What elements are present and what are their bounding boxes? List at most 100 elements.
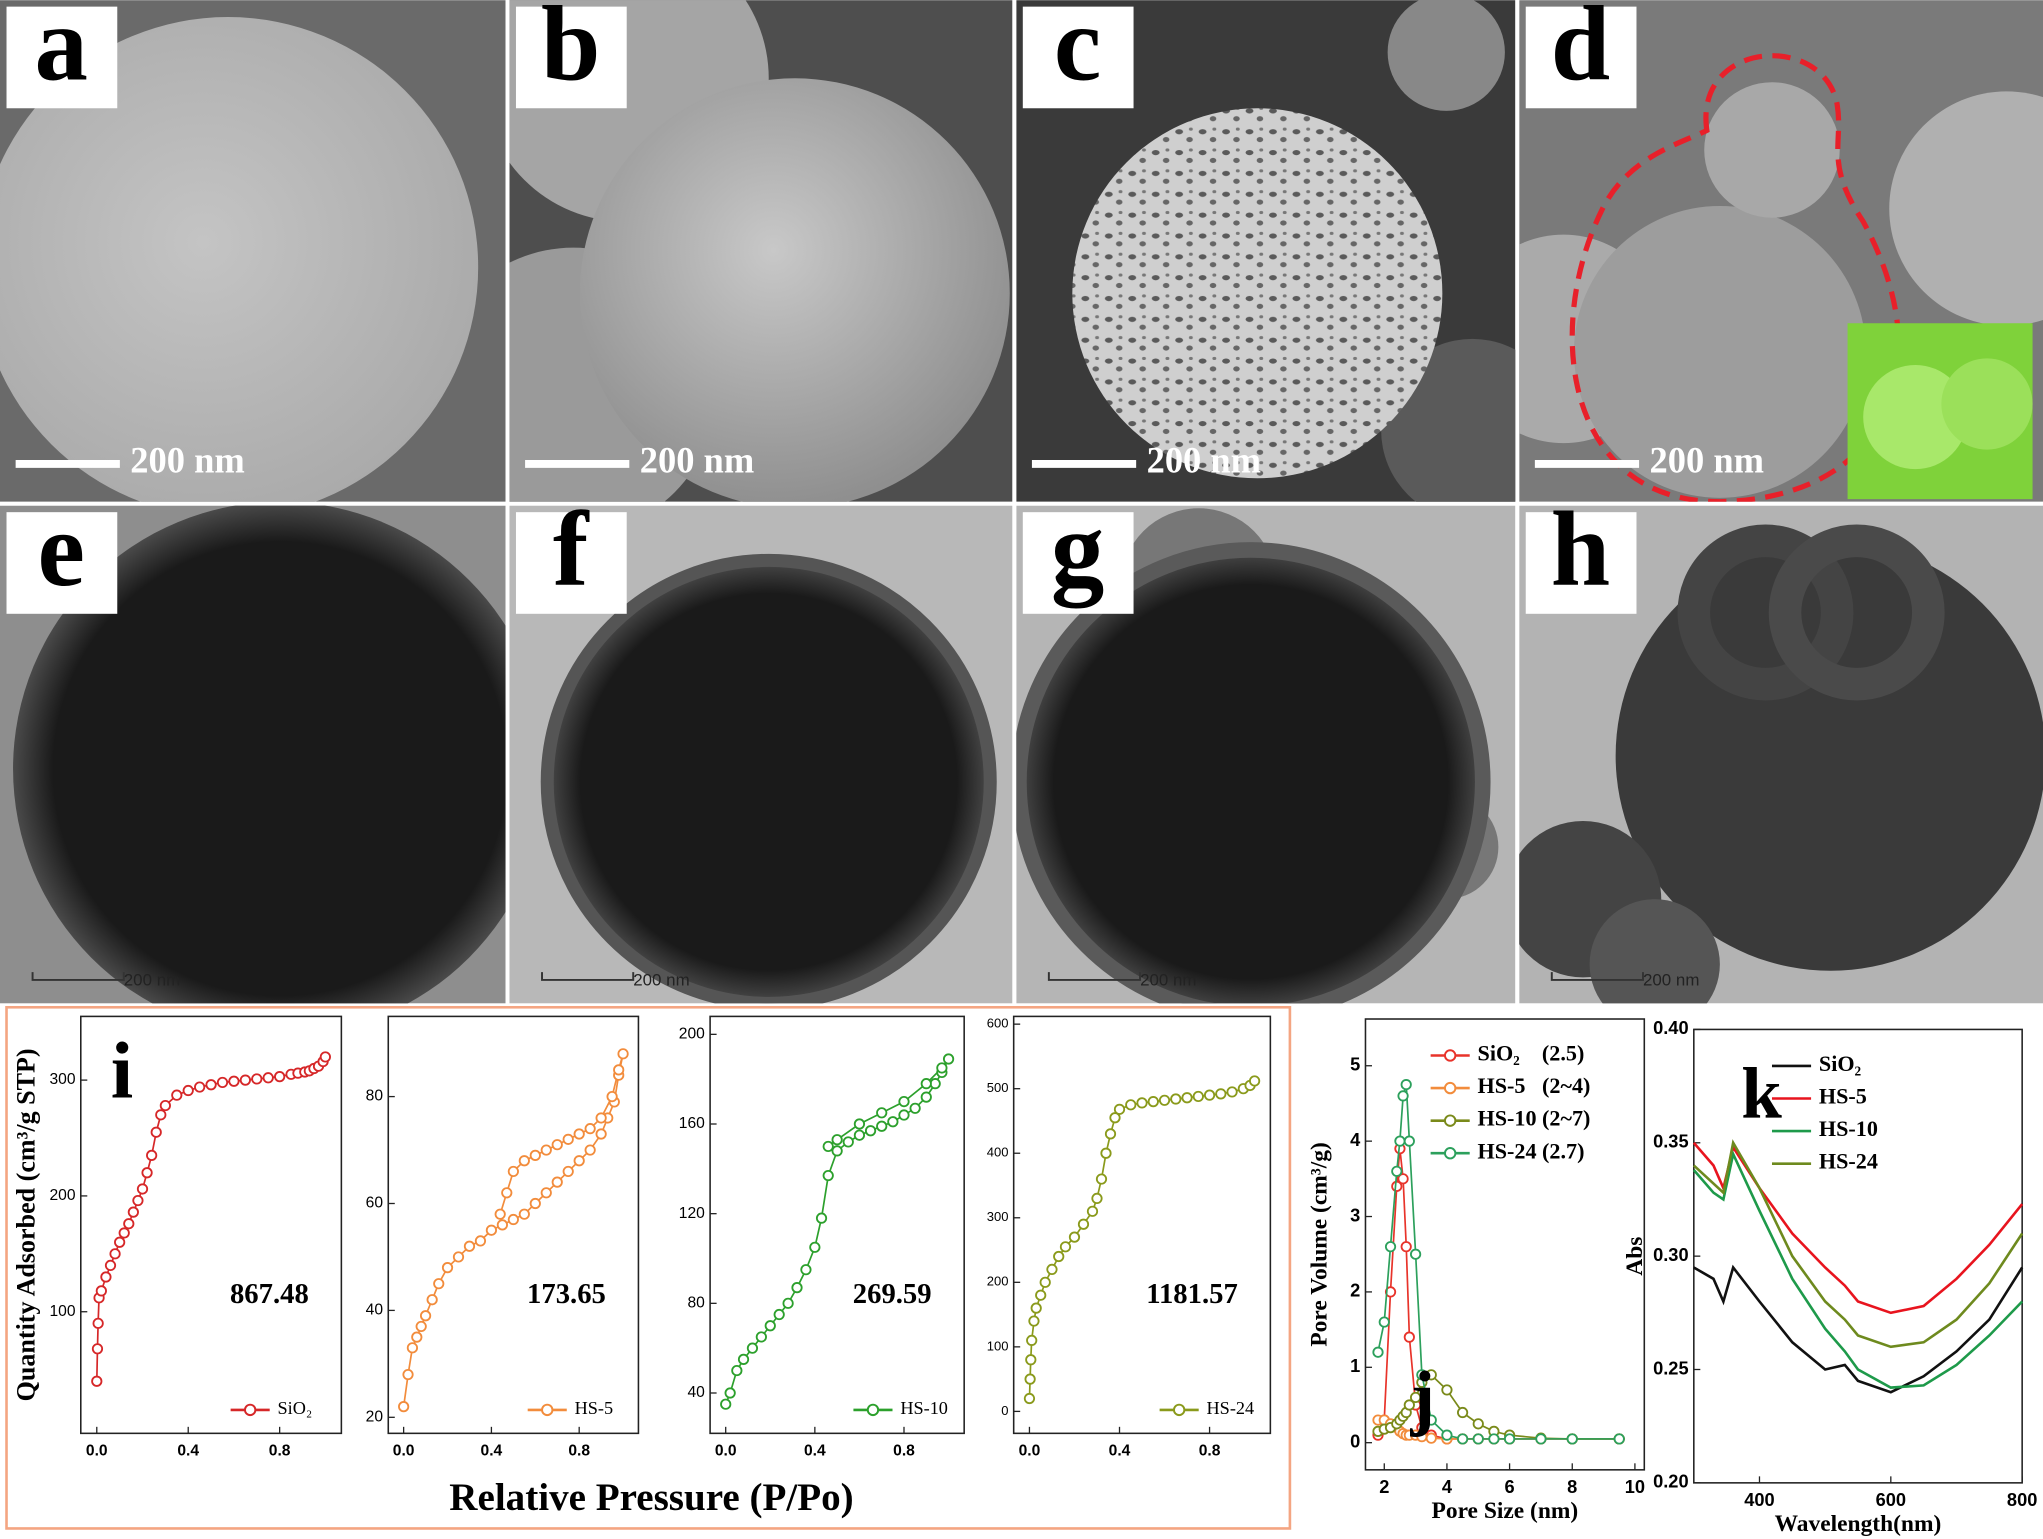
- data-point: [1488, 1433, 1500, 1445]
- legend-marker: [866, 1403, 880, 1417]
- data-point: [262, 1072, 274, 1084]
- data-point: [1104, 1128, 1117, 1140]
- legend-marker: [1443, 1114, 1457, 1127]
- x-tick-label: 0.8: [893, 1443, 915, 1460]
- series-line: [1693, 1264, 2024, 1394]
- y-tick-label: 400: [987, 1145, 1009, 1160]
- chart: 0.0 0.4 0.8 40 80 120 160 200 HS-10 269.59: [679, 1015, 965, 1460]
- x-tick-label: 0.4: [1109, 1443, 1131, 1460]
- label-box: [515, 512, 627, 614]
- label-box: [1022, 6, 1134, 109]
- data-point: [507, 1213, 519, 1226]
- micrograph-feature: [0, 17, 479, 502]
- data-point: [426, 1294, 438, 1306]
- y-tick-label: 60: [366, 1195, 384, 1212]
- data-point: [551, 1139, 563, 1151]
- data-point: [573, 1155, 585, 1167]
- scale-bar: [1047, 972, 1142, 981]
- data-point: [898, 1095, 910, 1108]
- data-point: [146, 1149, 158, 1161]
- x-tick-label: 400: [1744, 1489, 1774, 1510]
- data-point: [1535, 1433, 1547, 1445]
- legend-marker: [243, 1403, 257, 1417]
- data-point: [159, 1099, 171, 1112]
- x-tick-label: 800: [2007, 1489, 2037, 1510]
- panel-label: a: [35, 0, 88, 103]
- micrograph: h 200 nm: [1519, 506, 2043, 1004]
- scale-bar-label: 200 nm: [1147, 439, 1261, 480]
- data-point: [936, 1062, 948, 1074]
- panel-label: e: [38, 491, 85, 609]
- y-tick-label: 600: [987, 1016, 1009, 1031]
- data-point: [274, 1071, 286, 1083]
- y-tick-label: 200: [679, 1025, 705, 1042]
- legend-label: SiO₂: [278, 1398, 313, 1418]
- y-tick-label: 200: [987, 1274, 1009, 1289]
- x-tick-label: 0.4: [481, 1443, 503, 1460]
- x-tick-label: 0.0: [1019, 1443, 1041, 1460]
- data-point: [842, 1136, 854, 1148]
- data-point: [1441, 1384, 1453, 1396]
- micrograph-feature: [1573, 205, 1866, 498]
- data-point: [898, 1109, 910, 1121]
- y-tick-label: 20: [366, 1408, 384, 1425]
- data-point: [1136, 1097, 1148, 1109]
- x-tick-label: 0.0: [86, 1443, 108, 1460]
- series-line: [1028, 1080, 1256, 1399]
- micrograph-feature: [1387, 0, 1505, 111]
- y-tick-label: 0.30: [1653, 1244, 1689, 1265]
- x-axis-label: Wavelength(nm): [1775, 1511, 1942, 1537]
- legend-label: HS-24: [1819, 1149, 1878, 1174]
- label-box: [1022, 512, 1134, 614]
- data-point: [831, 1134, 843, 1146]
- scale-bar-label: 200 nm: [124, 971, 180, 990]
- label-box: [6, 6, 118, 109]
- series-line: [1692, 1150, 2024, 1389]
- data-point: [485, 1224, 498, 1236]
- data-point: [205, 1079, 217, 1091]
- y-tick-label: 300: [987, 1209, 1009, 1224]
- data-point: [1028, 1315, 1040, 1327]
- annotation: 867.48: [230, 1278, 309, 1310]
- chart: 0.0 0.4 0.8 20 40 60 80 HS-5 173.65: [366, 1015, 640, 1460]
- data-point: [853, 1129, 866, 1141]
- micrograph-feature: [1941, 358, 2033, 450]
- micrograph-feature: [1072, 108, 1443, 479]
- data-point: [746, 1342, 759, 1354]
- data-point: [529, 1149, 541, 1161]
- x-tick-label: 0.8: [269, 1443, 291, 1460]
- data-point: [518, 1155, 530, 1167]
- micrograph: b 200 nm: [509, 0, 1013, 502]
- y-tick-label: 160: [679, 1115, 705, 1132]
- data-point: [876, 1107, 888, 1119]
- y-tick-label: 200: [49, 1187, 75, 1204]
- data-point: [402, 1368, 414, 1381]
- panel-label: f: [553, 491, 590, 609]
- data-point: [1403, 1399, 1415, 1411]
- plot-frame: [709, 1015, 965, 1435]
- data-point: [562, 1133, 574, 1145]
- data-point: [584, 1123, 596, 1135]
- data-point: [1024, 1373, 1036, 1385]
- micrograph: f 200 nm: [509, 491, 1013, 1004]
- scale-bar-label: 200 nm: [130, 439, 244, 480]
- micrograph-feature: [13, 505, 506, 1004]
- data-point: [496, 1219, 508, 1231]
- y-tick-label: 0: [1001, 1403, 1008, 1418]
- label-box: [515, 6, 627, 109]
- data-point: [239, 1074, 251, 1086]
- micrograph-feature: [579, 78, 1010, 502]
- data-point: [720, 1398, 732, 1410]
- micrograph-feature: [1589, 899, 1720, 1004]
- data-point: [95, 1285, 107, 1297]
- y-tick-label: 100: [987, 1338, 1009, 1353]
- x-tick-label: 6: [1505, 1476, 1515, 1497]
- data-point: [1397, 1090, 1409, 1102]
- data-point: [809, 1241, 821, 1253]
- data-point: [1181, 1092, 1193, 1104]
- data-point: [876, 1120, 888, 1132]
- data-point: [1170, 1093, 1182, 1105]
- data-point: [1026, 1334, 1038, 1347]
- data-point: [419, 1310, 432, 1322]
- y-axis-label: Pore Volume (cm³/g): [1307, 1142, 1333, 1346]
